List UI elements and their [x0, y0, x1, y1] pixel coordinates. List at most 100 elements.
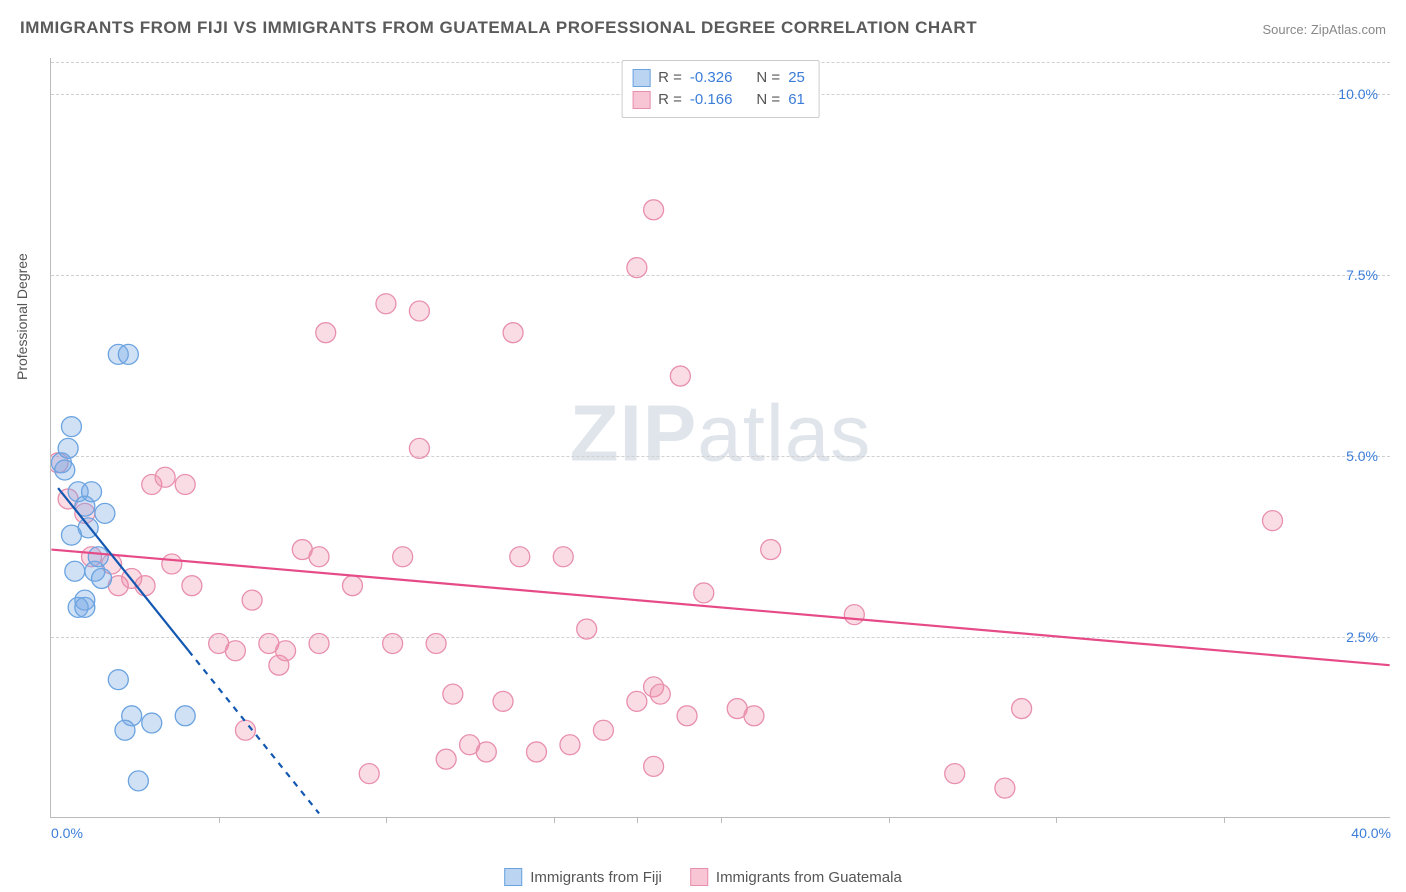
scatter-point — [75, 597, 95, 617]
scatter-point — [309, 547, 329, 567]
scatter-point — [995, 778, 1015, 798]
scatter-point — [593, 720, 613, 740]
x-tick — [554, 817, 555, 823]
scatter-point — [61, 525, 81, 545]
watermark: ZIPatlas — [570, 387, 871, 479]
y-tick-label: 7.5% — [1346, 267, 1378, 283]
scatter-point — [55, 460, 75, 480]
scatter-point — [644, 677, 664, 697]
scatter-point — [553, 547, 573, 567]
scatter-point — [175, 474, 195, 494]
trend-line — [58, 488, 188, 651]
watermark-zip: ZIP — [570, 388, 697, 477]
trend-line — [51, 550, 1389, 666]
scatter-point — [677, 706, 697, 726]
scatter-point — [235, 720, 255, 740]
scatter-point — [316, 323, 336, 343]
legend-label: Immigrants from Fiji — [530, 869, 662, 886]
x-tick-label: 40.0% — [1351, 825, 1391, 841]
scatter-point — [88, 547, 108, 567]
scatter-point — [108, 670, 128, 690]
scatter-point — [61, 417, 81, 437]
scatter-point — [102, 554, 122, 574]
trend-line — [189, 651, 319, 814]
scatter-point — [162, 554, 182, 574]
scatter-point — [65, 561, 85, 581]
scatter-point — [436, 749, 456, 769]
y-tick-label: 10.0% — [1338, 86, 1378, 102]
scatter-point — [577, 619, 597, 639]
scatter-point — [460, 735, 480, 755]
scatter-point — [644, 756, 664, 776]
legend-swatch — [504, 868, 522, 886]
legend-swatch — [632, 91, 650, 109]
x-tick — [1056, 817, 1057, 823]
y-axis-label: Professional Degree — [14, 253, 30, 380]
scatter-point — [945, 764, 965, 784]
scatter-point — [359, 764, 379, 784]
scatter-point — [75, 503, 95, 523]
r-value: -0.166 — [690, 89, 733, 111]
scatter-point — [155, 467, 175, 487]
scatter-point — [78, 518, 98, 538]
scatter-point — [694, 583, 714, 603]
scatter-point — [493, 691, 513, 711]
scatter-point — [292, 540, 312, 560]
r-label: R = — [658, 67, 682, 89]
n-value: 25 — [788, 67, 805, 89]
scatter-point — [108, 344, 128, 364]
scatter-point — [1263, 511, 1283, 531]
n-label: N = — [756, 67, 780, 89]
scatter-point — [761, 540, 781, 560]
scatter-point — [122, 568, 142, 588]
scatter-point — [627, 691, 647, 711]
stats-row: R = -0.166 N = 61 — [632, 89, 805, 111]
scatter-point — [95, 503, 115, 523]
scatter-point — [68, 597, 88, 617]
x-tick — [637, 817, 638, 823]
scatter-point — [744, 706, 764, 726]
stats-row: R = -0.326 N = 25 — [632, 67, 805, 89]
y-tick-label: 2.5% — [1346, 629, 1378, 645]
scatter-point — [409, 301, 429, 321]
scatter-point — [510, 547, 530, 567]
scatter-point — [82, 482, 102, 502]
scatter-point — [92, 568, 112, 588]
source-label: Source: ZipAtlas.com — [1262, 22, 1386, 37]
x-tick — [1224, 817, 1225, 823]
scatter-point — [276, 641, 296, 661]
scatter-point — [58, 489, 78, 509]
scatter-point — [122, 706, 142, 726]
scatter-point — [142, 713, 162, 733]
x-tick-label: 0.0% — [51, 825, 83, 841]
scatter-point — [118, 344, 138, 364]
scatter-point — [108, 576, 128, 596]
watermark-atlas: atlas — [697, 388, 871, 477]
scatter-point — [443, 684, 463, 704]
gridline — [51, 456, 1390, 457]
scatter-point — [342, 576, 362, 596]
scatter-point — [376, 294, 396, 314]
legend-item: Immigrants from Guatemala — [690, 868, 902, 886]
scatter-point — [225, 641, 245, 661]
x-tick — [219, 817, 220, 823]
x-tick — [721, 817, 722, 823]
scatter-point — [503, 323, 523, 343]
scatter-point — [1012, 699, 1032, 719]
scatter-point — [560, 735, 580, 755]
scatter-point — [142, 474, 162, 494]
scatter-point — [269, 655, 289, 675]
scatter-point — [844, 605, 864, 625]
scatter-point — [75, 496, 95, 516]
scatter-point — [175, 706, 195, 726]
legend-item: Immigrants from Fiji — [504, 868, 662, 886]
r-value: -0.326 — [690, 67, 733, 89]
legend-swatch — [632, 69, 650, 87]
scatter-point — [115, 720, 135, 740]
n-label: N = — [756, 89, 780, 111]
scatter-point — [85, 561, 105, 581]
gridline — [51, 275, 1390, 276]
x-tick — [889, 817, 890, 823]
scatter-point — [527, 742, 547, 762]
stats-legend: R = -0.326 N = 25 R = -0.166 N = 61 — [621, 60, 820, 118]
